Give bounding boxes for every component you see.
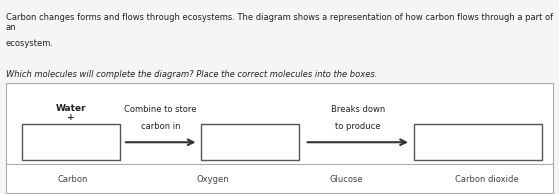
Bar [414, 124, 542, 160]
Text: Which molecules will complete the diagram? Place the correct molecules into the : Which molecules will complete the diagra… [6, 70, 377, 79]
Text: Carbon: Carbon [58, 175, 88, 184]
Bar [201, 124, 299, 160]
Text: ecosystem.: ecosystem. [6, 39, 54, 48]
Text: to produce: to produce [335, 122, 381, 131]
Text: carbon in: carbon in [141, 122, 181, 131]
Text: Water: Water [56, 104, 87, 113]
Text: +: + [68, 113, 75, 122]
Text: Carbon changes forms and flows through ecosystems. The diagram shows a represent: Carbon changes forms and flows through e… [6, 13, 553, 33]
Bar [22, 124, 120, 160]
FancyBboxPatch shape [6, 83, 553, 193]
Text: Combine to store: Combine to store [125, 105, 197, 114]
Text: Glucose: Glucose [330, 175, 363, 184]
Text: Breaks down: Breaks down [330, 105, 385, 114]
Text: Oxygen: Oxygen [196, 175, 229, 184]
Text: Carbon dioxide: Carbon dioxide [454, 175, 518, 184]
